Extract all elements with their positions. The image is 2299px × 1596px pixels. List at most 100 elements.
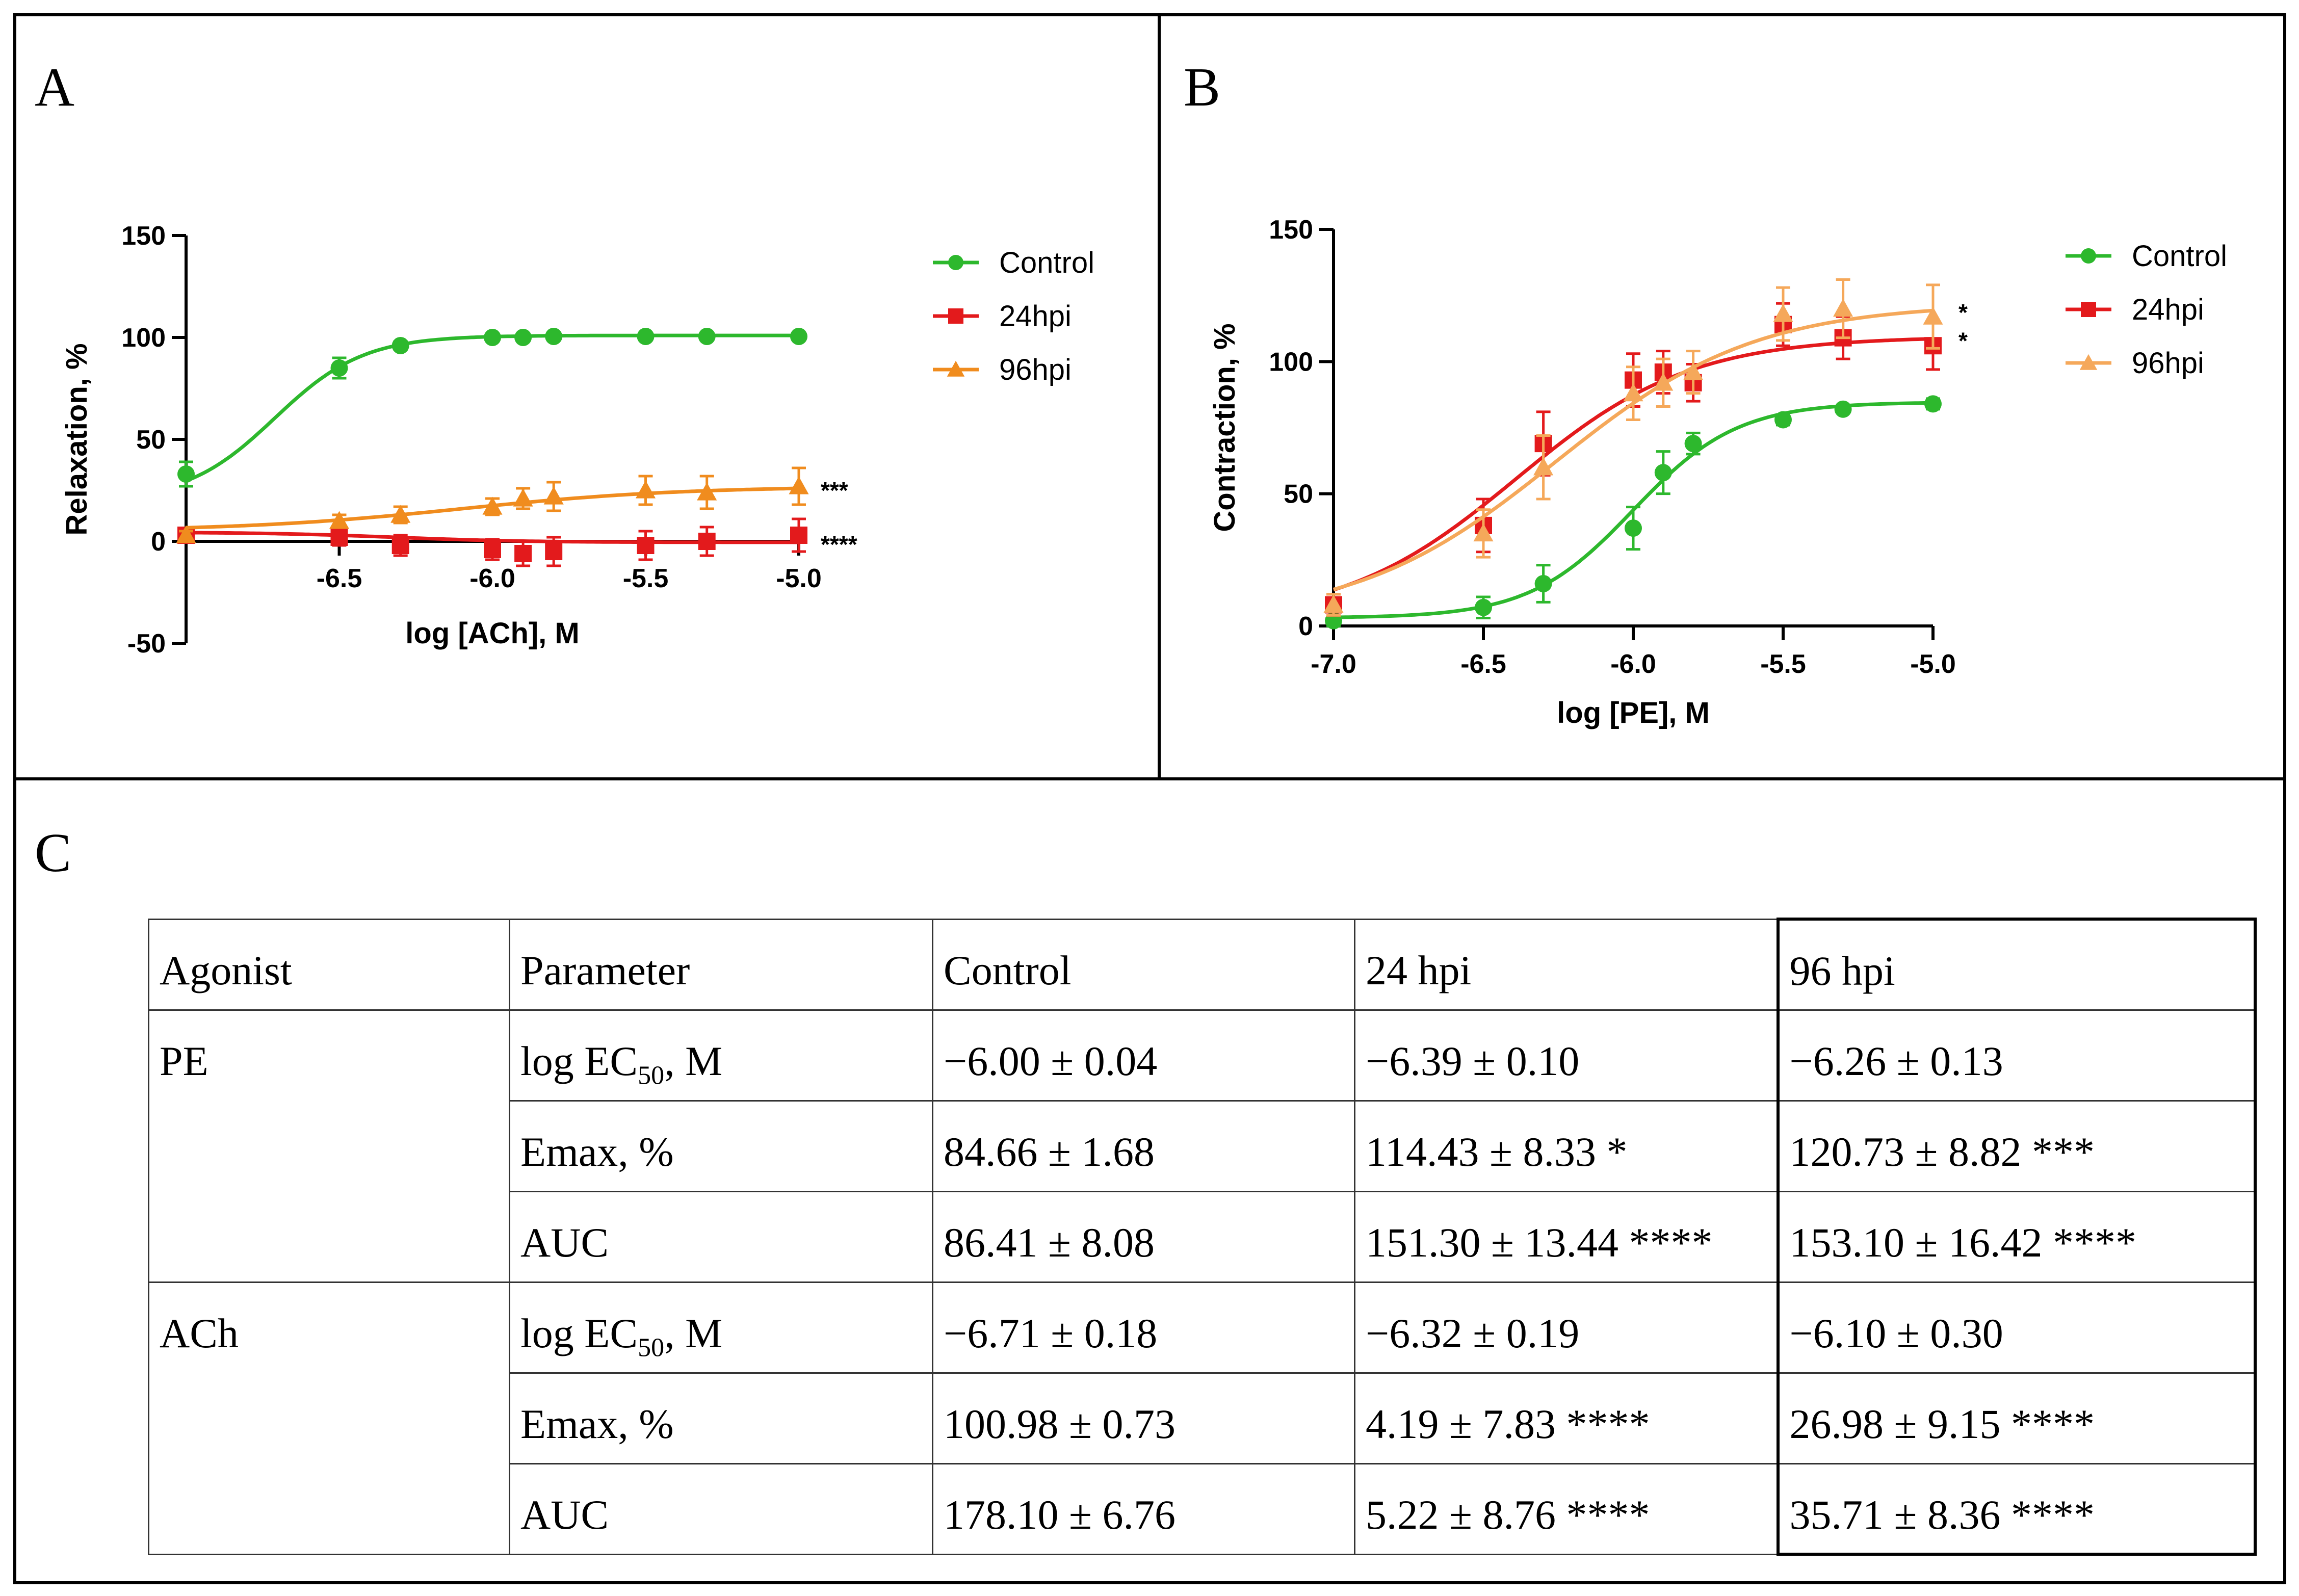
- data-point: [514, 329, 532, 346]
- table-cell: 151.30 ± 13.44 ****: [1354, 1190, 1779, 1283]
- legend-label: Control: [999, 246, 1094, 279]
- table-row: AUC 178.10 ± 6.76 5.22 ± 8.76 **** 35.71…: [148, 1462, 2257, 1556]
- significance-annotation: ****: [821, 531, 857, 558]
- legend-marker: [2081, 248, 2096, 264]
- y-tick-label: 0: [151, 527, 166, 557]
- y-axis-title: Relaxation, %: [60, 343, 93, 535]
- table-cell: 35.71 ± 8.36 ****: [1776, 1462, 2257, 1556]
- x-tick-label: -5.0: [776, 564, 822, 593]
- significance-annotation: *: [1958, 328, 1968, 354]
- table-row: Emax, % 84.66 ± 1.68 114.43 ± 8.33 * 120…: [148, 1100, 2257, 1192]
- data-point: [391, 537, 409, 554]
- table-agonist-cell-empty: [148, 1191, 510, 1283]
- table-cell: −6.39 ± 0.10: [1354, 1009, 1779, 1102]
- legend-marker: [2079, 354, 2098, 370]
- data-point: [637, 537, 655, 554]
- table-param-cell: AUC: [509, 1190, 933, 1283]
- table-param-cell: log EC50, M: [509, 1009, 933, 1102]
- table-param-cell: Emax, %: [509, 1372, 933, 1464]
- table-cell: 26.98 ± 9.15 ****: [1776, 1372, 2257, 1464]
- legend-marker: [947, 360, 965, 377]
- panel-label-a: A: [35, 57, 74, 118]
- table-param-cell: log EC50, M: [509, 1281, 933, 1374]
- data-point: [543, 486, 564, 505]
- data-point: [1623, 383, 1643, 402]
- data-point: [329, 511, 350, 529]
- data-point: [1833, 299, 1853, 317]
- data-point: [635, 480, 656, 499]
- y-tick-label: 100: [121, 323, 166, 353]
- table-header-cell: Parameter: [509, 918, 933, 1011]
- y-tick-label: 150: [1269, 215, 1313, 245]
- y-tick-label: 50: [136, 425, 166, 455]
- data-point: [1533, 457, 1554, 476]
- data-point: [637, 328, 655, 345]
- x-tick-label: -5.0: [1910, 649, 1956, 679]
- y-tick-label: -50: [127, 629, 166, 659]
- data-point: [1773, 304, 1793, 322]
- table-cell: −6.26 ± 0.13: [1776, 1009, 2257, 1102]
- legend-label: 24hpi: [999, 300, 1072, 333]
- data-point: [545, 543, 563, 560]
- x-tick-label: -6.0: [469, 564, 515, 593]
- table-cell: 84.66 ± 1.68: [932, 1100, 1355, 1192]
- data-point: [1625, 519, 1642, 537]
- table-agonist-cell-empty: [148, 1463, 510, 1555]
- legend-marker: [948, 308, 963, 324]
- table-cell: 100.98 ± 0.73: [932, 1372, 1355, 1464]
- legend-label: 96hpi: [999, 353, 1072, 386]
- legend-label: 96hpi: [2132, 347, 2204, 380]
- data-point: [390, 505, 411, 523]
- table-agonist-cell: PE: [148, 1009, 510, 1101]
- table-header-cell: Control: [932, 918, 1355, 1011]
- data-point: [1923, 306, 1943, 325]
- legend: Control 24hpi 96hpi: [933, 246, 1094, 386]
- data-point: [790, 527, 807, 544]
- legend-label: 24hpi: [2132, 293, 2204, 326]
- table-cell: 114.43 ± 8.33 *: [1354, 1100, 1779, 1192]
- x-axis-title: log [ACh], M: [405, 617, 579, 650]
- y-tick-label: 0: [1298, 612, 1313, 641]
- table-row: Emax, % 100.98 ± 0.73 4.19 ± 7.83 **** 2…: [148, 1372, 2257, 1464]
- data-point: [789, 476, 809, 494]
- table-cell: 120.73 ± 8.82 ***: [1776, 1100, 2257, 1192]
- data-point: [1684, 435, 1702, 453]
- table-param-cell: AUC: [509, 1462, 933, 1555]
- data-point: [697, 482, 717, 501]
- data-point: [330, 359, 348, 377]
- fit-curve: [185, 333, 799, 483]
- x-tick-label: -6.5: [1460, 649, 1506, 679]
- data-point: [177, 465, 195, 483]
- table-cell: 5.22 ± 8.76 ****: [1354, 1462, 1779, 1555]
- data-point: [698, 328, 716, 345]
- x-tick-label: -5.5: [1760, 649, 1806, 679]
- table-row: PE log EC50, M −6.00 ± 0.04 −6.39 ± 0.10…: [148, 1009, 2257, 1102]
- table-header-cell: 96 hpi: [1776, 918, 2257, 1011]
- data-point: [484, 541, 501, 558]
- significance-annotation: *: [1958, 299, 1968, 326]
- data-point: [1683, 362, 1704, 380]
- table-header-cell: 24 hpi: [1354, 918, 1779, 1011]
- panel-label-c: C: [35, 823, 72, 883]
- data-point: [1924, 395, 1942, 413]
- table-param-cell: Emax, %: [509, 1100, 933, 1192]
- table-cell: 86.41 ± 8.08: [932, 1190, 1355, 1283]
- x-tick-label: -7.0: [1311, 649, 1356, 679]
- y-tick-label: 50: [1284, 480, 1313, 509]
- table-header-cell: Agonist: [148, 918, 510, 1011]
- data-point: [1323, 594, 1344, 613]
- table-row: ACh log EC50, M −6.71 ± 0.18 −6.32 ± 0.1…: [148, 1281, 2257, 1374]
- chart-panel-a: 150 100 50 0 -50 -6.5 -6.0 -5.5 -5.0 log [ACh], M…: [60, 221, 1094, 659]
- table-row: AUC 86.41 ± 8.08 151.30 ± 13.44 **** 153…: [148, 1190, 2257, 1283]
- table-cell: −6.71 ± 0.18: [932, 1281, 1355, 1374]
- data-point: [514, 545, 532, 562]
- data-point: [698, 533, 716, 550]
- data-point: [790, 328, 807, 345]
- data-point: [1473, 523, 1494, 542]
- data-point: [1834, 400, 1852, 418]
- figure-frame: [13, 13, 2286, 1584]
- table-header-row: Agonist Parameter Control 24 hpi 96 hpi: [148, 918, 2257, 1011]
- table-cell: 153.10 ± 16.42 ****: [1776, 1190, 2257, 1283]
- data-point: [513, 488, 533, 507]
- x-axis-title: log [PE], M: [1557, 696, 1710, 729]
